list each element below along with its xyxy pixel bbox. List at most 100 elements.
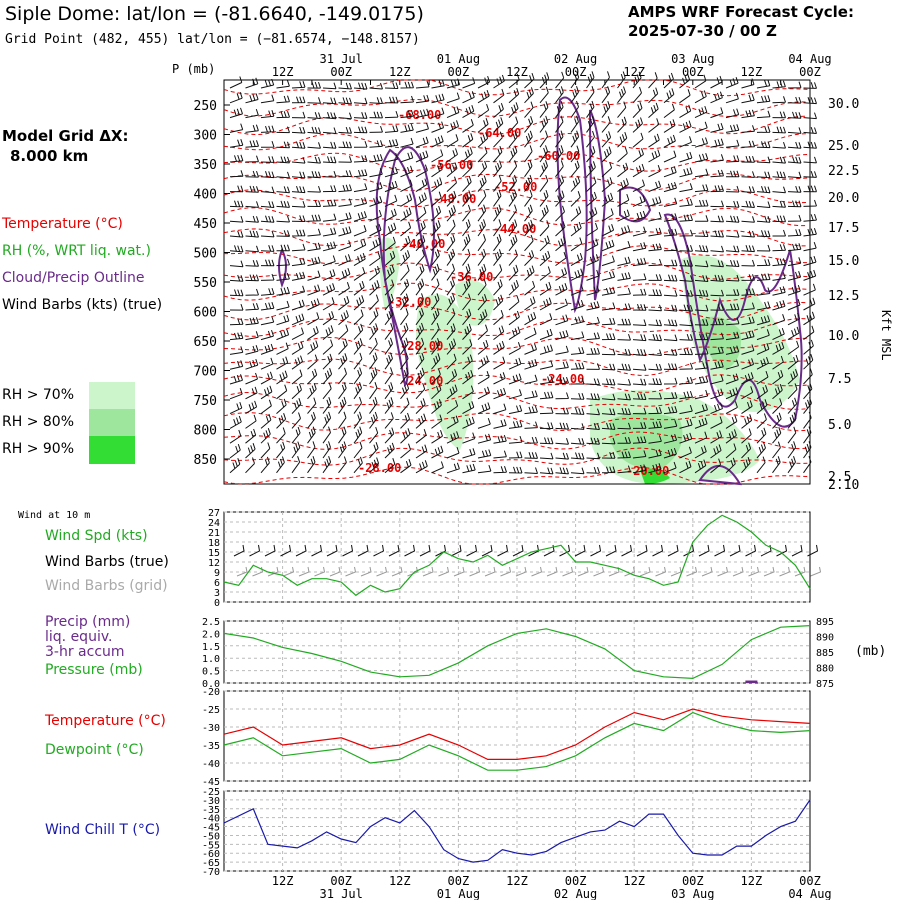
wind-barb xyxy=(586,130,595,148)
wind-barb xyxy=(508,264,519,281)
wind-barb xyxy=(787,257,802,267)
wind-barb xyxy=(586,437,600,445)
wind-barb xyxy=(384,293,394,311)
wind-barb xyxy=(338,324,349,340)
wind-barb xyxy=(276,186,290,194)
wind-barb xyxy=(431,249,440,266)
wind-barb xyxy=(493,264,503,281)
wind-barb xyxy=(291,355,303,370)
wind-barb xyxy=(322,339,334,355)
surface-wind-barb-grid xyxy=(562,566,574,577)
wind-barb xyxy=(539,375,554,385)
wind-barb xyxy=(446,431,460,444)
wind-barb xyxy=(741,216,755,223)
surface-wind-barb-grid xyxy=(298,566,310,577)
legend-temperature: Temperature (°C) xyxy=(2,216,123,232)
wind-barb xyxy=(384,194,398,207)
wind-barb xyxy=(307,326,319,341)
wind-barb xyxy=(772,427,782,444)
wind-barb xyxy=(570,206,582,222)
wind-barb xyxy=(570,71,580,89)
wind-barb xyxy=(632,464,647,474)
wind-barb xyxy=(353,252,366,267)
wind-barb xyxy=(663,181,677,193)
wind-barb xyxy=(493,174,502,192)
wind-barb xyxy=(338,310,349,326)
wind-barb xyxy=(245,457,255,474)
wind-barb xyxy=(245,93,259,104)
wind-barb xyxy=(477,371,490,385)
temperature-contour xyxy=(223,391,809,410)
surface-wind-barb-grid xyxy=(748,566,760,577)
surface-wind-barb xyxy=(450,544,462,557)
wind-barb xyxy=(229,360,244,370)
wind-barb xyxy=(710,444,722,459)
wind-barb xyxy=(803,228,817,237)
bottom-time-label: 12Z xyxy=(272,874,294,888)
wind-barb xyxy=(772,215,786,223)
wind-barb xyxy=(462,369,474,385)
wind-barb xyxy=(431,368,441,385)
panel-tick-label: 9 xyxy=(214,568,220,579)
wind-barb xyxy=(353,441,363,459)
panel-tick-label: -25 xyxy=(202,705,220,716)
wind-barb xyxy=(803,368,813,385)
wind-barb xyxy=(803,325,815,340)
surface-wind-barb xyxy=(404,544,416,557)
wind-barb xyxy=(741,109,755,119)
surface-wind-barb-grid xyxy=(655,566,667,577)
wind-barb xyxy=(276,200,290,208)
height-tick-label: 2.5 xyxy=(828,470,851,485)
wind-barb xyxy=(632,163,645,178)
wind-barb xyxy=(663,447,677,459)
wind-barb xyxy=(307,397,317,414)
wind-barb xyxy=(229,388,243,400)
wind-barb xyxy=(400,207,412,222)
wind-barb xyxy=(539,145,548,163)
wind-barb xyxy=(679,151,693,163)
wind-barb xyxy=(756,95,771,104)
panel-tick-label: 18 xyxy=(208,538,220,549)
wind-barb xyxy=(570,331,585,341)
wind-barb xyxy=(462,190,472,207)
wind-barb xyxy=(353,411,362,429)
wind-barb xyxy=(431,293,440,311)
wind-barb xyxy=(508,130,518,148)
wind-barb xyxy=(431,414,443,429)
wind-barb xyxy=(570,467,585,475)
wind-barb xyxy=(617,465,631,474)
bottom-time-label: 00Z xyxy=(565,874,587,888)
pressure-tick-label: 650 xyxy=(194,335,217,350)
wind-barb xyxy=(663,391,678,400)
wind-barb xyxy=(539,437,554,445)
grid-point-subtitle: Grid Point (482, 455) lat/lon = (−81.657… xyxy=(5,32,420,47)
wind-barb xyxy=(446,190,457,207)
wind-barb xyxy=(663,150,677,163)
wind-barb xyxy=(787,141,802,149)
wind-barb xyxy=(710,430,723,444)
wind-barb xyxy=(462,105,475,119)
wind-barb xyxy=(725,443,737,459)
wind-barb xyxy=(493,131,503,148)
temperature-contour xyxy=(223,431,809,450)
wind-barb xyxy=(632,132,644,148)
wind-barb xyxy=(570,362,585,370)
surface-wind-barb-grid xyxy=(701,566,713,577)
wind-barb xyxy=(617,225,631,237)
wind-barb xyxy=(679,333,693,341)
wind-barb xyxy=(772,384,783,400)
wind-barb xyxy=(694,361,709,370)
wind-barb xyxy=(632,117,643,133)
wind-barb xyxy=(322,311,335,326)
rh90-swatch xyxy=(89,436,135,464)
wind-barb xyxy=(400,109,414,119)
wind-barb xyxy=(508,295,520,311)
wind-barb xyxy=(229,289,244,297)
wind-barb xyxy=(462,234,471,252)
wind-barb xyxy=(539,250,551,266)
surface-wind-barb xyxy=(543,544,555,557)
wind-barb xyxy=(679,362,693,370)
wind-barb xyxy=(648,196,662,207)
wind-barb xyxy=(741,186,755,193)
wind-barb xyxy=(291,456,301,474)
